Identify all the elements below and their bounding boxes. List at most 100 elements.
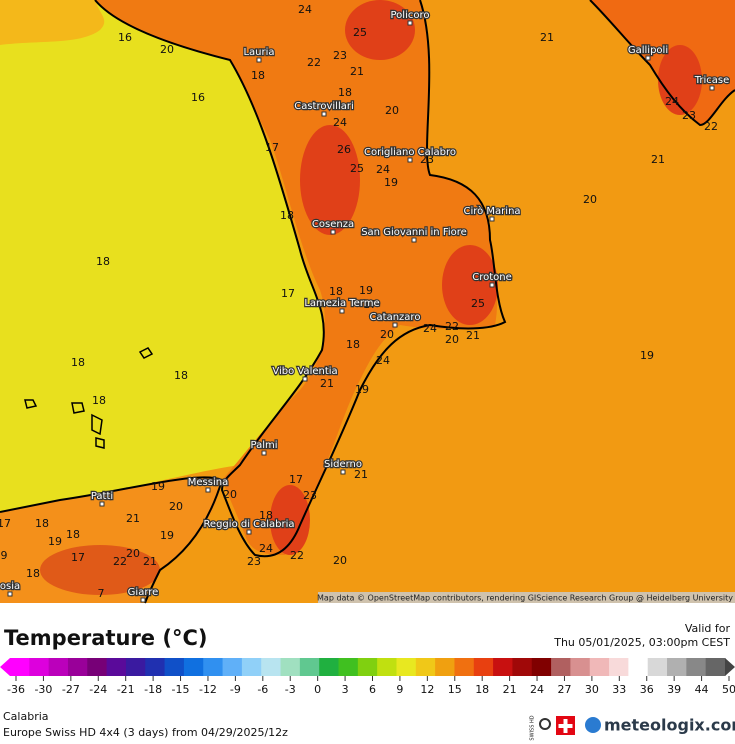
temperature-label: 20 [445, 333, 459, 346]
colorbar-tick-label: -12 [199, 683, 217, 696]
temperature-label: 17 [281, 287, 295, 300]
temperature-label: 20 [380, 328, 394, 341]
colorbar-segment [435, 658, 455, 676]
city-label: Tricase [694, 75, 730, 86]
temperature-label: 23 [420, 153, 434, 166]
temperature-label: 18 [174, 369, 188, 382]
temperature-label: 20 [169, 500, 183, 513]
temperature-label: 21 [320, 377, 334, 390]
colorbar-segment [338, 658, 359, 676]
city-marker [140, 597, 146, 603]
colorbar-segment [531, 658, 552, 676]
colorbar-tick-label: 30 [585, 683, 599, 696]
city-marker [489, 282, 495, 288]
temperature-label: 16 [191, 91, 205, 104]
temperature-label: 21 [540, 31, 554, 44]
colorbar-segment [29, 658, 50, 676]
city-label: Vibo Valentia [272, 366, 337, 377]
temperature-label: 19 [151, 480, 165, 493]
colorbar-segment [10, 658, 30, 676]
colorbar-tick-label: 36 [640, 683, 654, 696]
land-calabria [95, 0, 498, 555]
temperature-label: 22 [290, 549, 304, 562]
colorbar-segment [628, 658, 649, 676]
colorbar-tick-label: -21 [117, 683, 135, 696]
city-label: San Giovanni in Fiore [361, 227, 467, 238]
city-label: Palmi [250, 440, 277, 451]
attribution-bg [318, 592, 735, 603]
temperature-label: 19 [160, 529, 174, 542]
city-label: Policoro [391, 10, 430, 21]
temperature-label: 23 [682, 109, 696, 122]
colorbar-tick-label: -30 [34, 683, 52, 696]
sea-tyrrhenian [0, 0, 324, 512]
city-label: osia [0, 581, 20, 592]
temperature-label: 19 [359, 284, 373, 297]
temperature-label: 18 [338, 86, 352, 99]
city-label: Lamezia Terme [304, 298, 379, 309]
temperature-label: 20 [385, 104, 399, 117]
colorbar-segment [319, 658, 340, 676]
colorbar-tick-label: 21 [503, 683, 517, 696]
colorbar-segment [570, 658, 591, 676]
temperature-label: 18 [329, 285, 343, 298]
colorbar-segment [415, 658, 436, 676]
temperature-label: 19 [355, 383, 369, 396]
city-label: Catanzaro [370, 312, 421, 323]
temperature-label: 18 [92, 394, 106, 407]
colorbar-tick-label: 0 [314, 683, 321, 696]
city-label: Giarre [128, 587, 159, 598]
colorbar-segment [87, 658, 108, 676]
colorbar-segment [241, 658, 262, 676]
temperature-label: 18 [346, 338, 360, 351]
temperature-label: 7 [98, 587, 105, 600]
temperature-label: 9 [1, 549, 8, 562]
colorbar-segment [512, 658, 533, 676]
colorbar-segment [183, 658, 204, 676]
temperature-label: 25 [471, 297, 485, 310]
city-marker [645, 55, 651, 61]
city-marker [407, 157, 413, 163]
valid-time: Thu 05/01/2025, 03:00pm CEST [553, 636, 730, 649]
city-marker [407, 20, 413, 26]
temperature-label: 21 [143, 555, 157, 568]
hot-area [300, 125, 360, 235]
temperature-label: 18 [26, 567, 40, 580]
attribution: Map data © OpenStreetMap contributors, r… [317, 594, 733, 603]
temperature-label: 21 [354, 468, 368, 481]
temperature-label: 20 [333, 554, 347, 567]
city-label: Gallipoli [628, 45, 668, 56]
colorbar-segment [377, 658, 397, 676]
city-marker [321, 111, 327, 117]
temperature-label: 24 [376, 354, 390, 367]
colorbar-segment [667, 658, 687, 676]
colorbar-tick-label: -3 [285, 683, 296, 696]
city-marker [339, 308, 345, 314]
temperature-label: 17 [289, 473, 303, 486]
temperature-label: 24 [376, 163, 390, 176]
hot-area [442, 245, 498, 325]
colorbar-segment [203, 658, 224, 676]
temperature-label: 23 [247, 555, 261, 568]
colorbar-tick-label: 27 [557, 683, 571, 696]
temperature-label: 18 [96, 255, 110, 268]
colorbar-tick-label: -18 [144, 683, 162, 696]
temperature-label: 20 [583, 193, 597, 206]
brand: meteologix.com [604, 716, 735, 735]
temperature-label: 25 [350, 162, 364, 175]
city-label: Crotone [472, 272, 512, 283]
city-marker [261, 450, 267, 456]
city-label: Corigliano Calabro [364, 147, 456, 158]
city-marker [340, 469, 346, 475]
city-label: Lauria [243, 47, 274, 58]
colorbar-tick-label: -27 [62, 683, 80, 696]
colorbar-segment [551, 658, 571, 676]
colorbar-tick-label: 15 [448, 683, 462, 696]
colorbar-segment [222, 658, 243, 676]
temperature-label: 21 [651, 153, 665, 166]
hot-area [658, 45, 702, 115]
city-marker [411, 237, 417, 243]
